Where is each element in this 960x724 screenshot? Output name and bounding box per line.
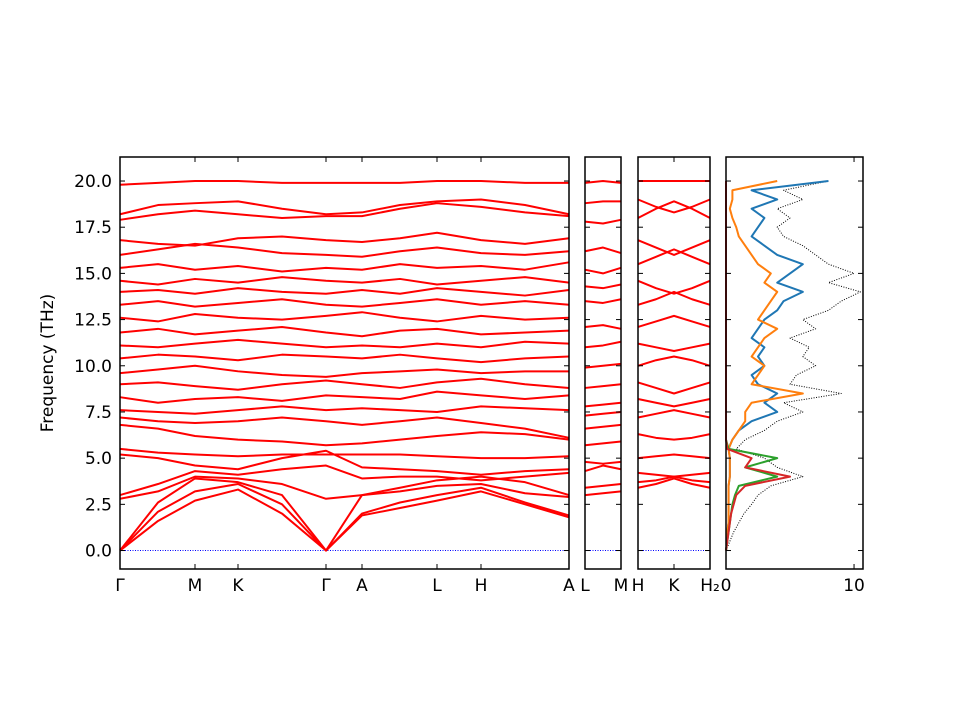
- band: [637, 433, 711, 441]
- band: [637, 239, 711, 256]
- x-tick-label: M: [188, 576, 203, 596]
- y-tick-label: 0.0: [85, 542, 112, 562]
- band: [637, 471, 711, 478]
- band: [584, 423, 622, 430]
- band: [119, 298, 570, 308]
- band: [119, 180, 569, 186]
- band: [119, 423, 570, 447]
- band: [119, 377, 570, 391]
- band: [584, 464, 622, 473]
- band: [119, 390, 570, 404]
- band: [119, 198, 570, 216]
- x-tick-label: K: [668, 576, 680, 596]
- band: [584, 460, 622, 465]
- band: [584, 200, 621, 205]
- band: [119, 325, 570, 338]
- x-tick-label: Γ: [115, 576, 125, 596]
- band: [637, 398, 711, 408]
- band: [119, 311, 570, 323]
- x-tick-label: M: [614, 576, 629, 596]
- band: [584, 383, 622, 389]
- y-tick-label: 5.0: [85, 449, 112, 469]
- band: [584, 298, 622, 304]
- y-axis-label: Frequency (THz): [38, 294, 58, 433]
- band: [119, 338, 570, 349]
- y-tick-label: 17.5: [74, 218, 112, 238]
- x-tick-label: 0: [721, 576, 732, 596]
- band: [119, 416, 570, 439]
- band: [584, 246, 622, 255]
- band: [584, 490, 622, 497]
- band: [119, 287, 570, 297]
- band: [119, 364, 569, 378]
- band: [637, 198, 711, 214]
- dos-curve: [725, 180, 804, 551]
- band: [584, 283, 622, 290]
- band: [584, 218, 622, 225]
- band: [119, 488, 570, 552]
- dos-curve: [725, 180, 861, 551]
- band: [637, 290, 711, 306]
- y-tick-label: 15.0: [74, 264, 112, 284]
- band: [119, 276, 570, 286]
- y-tick-label: 2.5: [85, 495, 112, 515]
- plot-frame: [725, 156, 864, 570]
- band: [584, 266, 622, 275]
- band: [584, 410, 622, 417]
- x-tick-label: K: [232, 576, 244, 596]
- band: [119, 483, 570, 552]
- band: [637, 342, 711, 352]
- band: [119, 202, 570, 221]
- x-tick-label: L: [580, 576, 590, 596]
- band: [637, 381, 711, 395]
- plot-frame: [584, 156, 622, 570]
- dos-curve: [725, 181, 792, 551]
- y-tick-label: 20.0: [74, 172, 112, 192]
- band: [119, 261, 570, 273]
- band: [119, 447, 570, 460]
- x-tick-label: A: [356, 576, 368, 596]
- x-tick-label: L: [432, 576, 442, 596]
- band: [637, 279, 711, 295]
- band: [584, 340, 622, 349]
- band: [584, 180, 622, 184]
- band: [637, 355, 711, 367]
- y-tick-label: 10.0: [74, 357, 112, 377]
- band: [119, 477, 570, 552]
- band: [584, 401, 622, 408]
- x-tick-label: 10: [843, 576, 865, 596]
- plot-frame: [637, 156, 711, 570]
- band: [119, 475, 570, 500]
- band: [637, 477, 711, 489]
- y-tick-label: 12.5: [74, 311, 112, 331]
- band: [637, 314, 711, 328]
- band: [119, 405, 570, 415]
- x-tick-label: A: [563, 576, 575, 596]
- band: [119, 353, 570, 364]
- x-tick-label: H: [475, 576, 488, 596]
- y-tick-label: 7.5: [85, 403, 112, 423]
- dos-curve: [725, 180, 829, 551]
- band: [119, 449, 570, 476]
- plot-frame: [119, 156, 570, 570]
- band: [584, 324, 622, 330]
- band: [119, 231, 570, 247]
- band: [637, 248, 711, 266]
- band: [119, 464, 570, 497]
- x-tick-label: H: [632, 576, 645, 596]
- band: [637, 200, 711, 219]
- x-tick-label: Γ: [321, 576, 331, 596]
- band: [584, 362, 622, 369]
- band: [637, 453, 711, 460]
- x-tick-label: H₂: [700, 576, 720, 596]
- band: [584, 440, 622, 447]
- band: [584, 483, 622, 489]
- band: [637, 409, 711, 419]
